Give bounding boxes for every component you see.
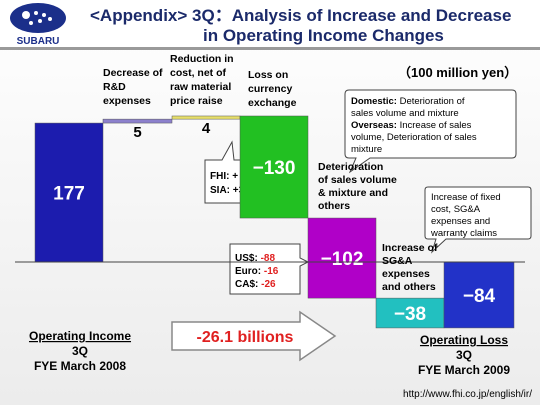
- callout-text: cost, SG&A: [431, 204, 481, 215]
- value-label: 4: [202, 120, 211, 137]
- category-label: Reduction in: [170, 53, 234, 65]
- callout-text: FHI: + 1: [210, 171, 247, 182]
- category-label: 3Q: [456, 348, 472, 362]
- category-label: currency: [248, 83, 293, 95]
- bar: [375, 297, 445, 329]
- category-label: price raise: [170, 95, 223, 107]
- category-label: others: [318, 200, 350, 212]
- callout-text: volume, Deterioration of sales: [351, 132, 477, 143]
- category-label: R&D: [103, 81, 126, 93]
- category-label: FYE March 2009: [418, 363, 510, 377]
- callout-text: US$: -88: [235, 253, 275, 264]
- logo-text: SUBARU: [17, 36, 60, 47]
- bar: [171, 115, 241, 120]
- category-label: and others: [382, 281, 436, 293]
- arrow: [171, 310, 337, 362]
- value-label: −84: [463, 286, 496, 307]
- value-label: −102: [321, 249, 364, 270]
- logo-stars: [22, 11, 52, 25]
- category-label: raw material: [170, 81, 231, 93]
- category-label: Decrease of: [103, 67, 163, 79]
- callout-text: expenses and: [431, 216, 490, 227]
- title-line: <Appendix> 3Q：Analysis of Increase and D…: [90, 6, 511, 25]
- category-label: of sales volume: [318, 174, 397, 186]
- header-rule: [0, 47, 540, 50]
- callout-text: Increase of fixed: [431, 192, 501, 203]
- bar: [34, 122, 104, 263]
- header-bg: [0, 0, 540, 47]
- bar: [443, 261, 515, 329]
- unit-label: （100 million yen）: [398, 65, 517, 80]
- category-label: Deterioration: [318, 161, 383, 173]
- callout-box: [229, 243, 310, 295]
- value-label: −38: [394, 304, 426, 325]
- category-label: exchange: [248, 97, 297, 109]
- logo-mark: [10, 3, 66, 33]
- footer-url: http://www.fhi.co.jp/english/ir/: [403, 389, 532, 400]
- category-label: Loss on: [248, 69, 288, 81]
- callout-text: mixture: [351, 144, 382, 155]
- category-label: expenses: [382, 268, 430, 280]
- callout-text: sales volume and mixture: [351, 108, 459, 119]
- category-label: SG&A: [382, 255, 413, 267]
- callout-box: [344, 89, 517, 174]
- callout-text: SIA: +3: [210, 185, 245, 196]
- callout-text: CA$: -26: [235, 279, 276, 290]
- category-label: Operating Income: [29, 329, 131, 343]
- category-label: Increase of: [382, 242, 438, 254]
- category-label: Operating Loss: [420, 333, 508, 347]
- bar: [239, 115, 309, 219]
- value-label: −130: [253, 158, 296, 179]
- callout-text: Overseas: Increase of sales: [351, 120, 472, 131]
- bar: [307, 217, 377, 299]
- value-label: 5: [133, 124, 141, 141]
- category-label: cost, net of: [170, 67, 227, 79]
- title-line: in Operating Income Changes: [203, 26, 444, 45]
- arrow-label: -26.1 billions: [197, 329, 294, 346]
- callout-text: Domestic: Deterioration of: [351, 96, 465, 107]
- value-label: 177: [53, 184, 85, 205]
- category-label: expenses: [103, 95, 151, 107]
- callout-text: Euro: -16: [235, 266, 279, 277]
- category-label: 3Q: [72, 344, 88, 358]
- category-label: FYE March 2008: [34, 359, 126, 373]
- bar: [102, 118, 173, 124]
- category-label: & mixture and: [318, 187, 388, 199]
- callout-box: [424, 186, 532, 254]
- callout-text: warranty claims: [430, 228, 497, 239]
